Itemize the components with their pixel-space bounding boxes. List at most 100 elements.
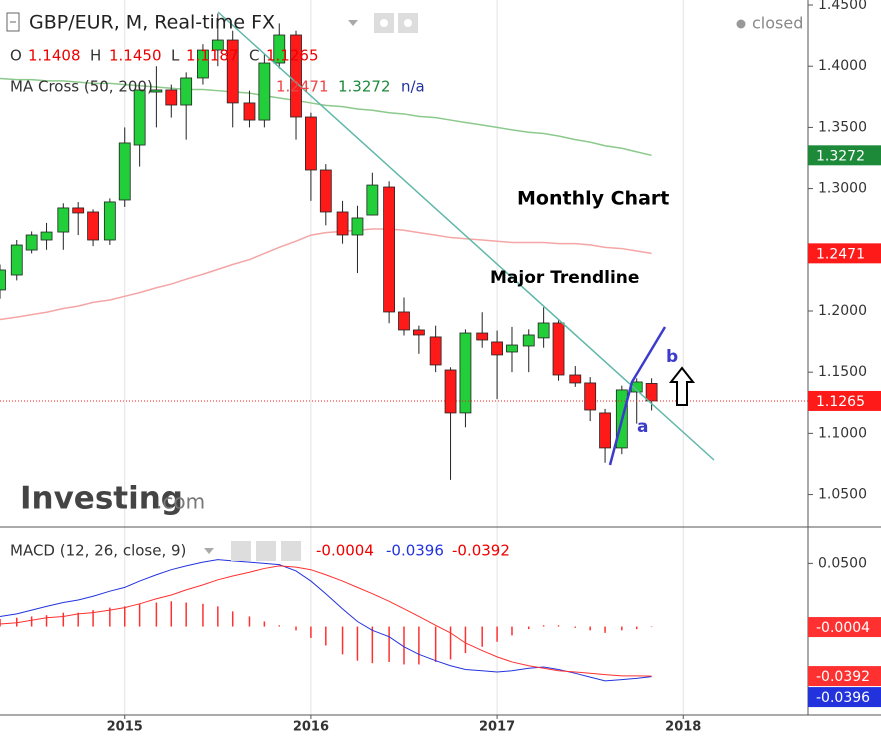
- price-tag: [808, 145, 881, 166]
- price-tag-label: -0.0396: [816, 690, 870, 706]
- histogram-bar: [496, 626, 498, 642]
- macd-panel: [0, 559, 653, 682]
- up-arrow: [668, 366, 696, 406]
- candle-body: [57, 207, 70, 233]
- status: closed: [752, 14, 803, 33]
- y-tick-label: 1.2000: [818, 303, 867, 319]
- candle-body: [412, 329, 425, 336]
- watermark: Investing: [20, 481, 183, 517]
- histogram-bar: [341, 626, 344, 655]
- price-tag: [808, 666, 881, 687]
- x-tick-label: 2017: [479, 720, 515, 735]
- histogram-bar: [217, 606, 219, 627]
- candle-body: [103, 201, 116, 241]
- candle-body: [180, 77, 193, 106]
- eye-icon: [380, 19, 388, 27]
- candle-body: [459, 332, 472, 414]
- candle-body: [506, 344, 518, 353]
- histogram-bar: [138, 603, 141, 627]
- histogram-bar: [278, 625, 281, 627]
- y-tick-label: 1.0500: [818, 487, 867, 503]
- histogram-bar: [557, 625, 560, 627]
- y-tick-label: 1.4500: [818, 0, 867, 13]
- status-dot: [736, 19, 746, 29]
- histogram-bar: [30, 616, 33, 627]
- candle-body: [258, 62, 271, 121]
- settings-icon: [404, 19, 412, 27]
- dropdown-icon[interactable]: [204, 548, 214, 554]
- ohlc-value: 1.1265: [266, 47, 319, 65]
- candle-body: [366, 184, 379, 216]
- close-icon[interactable]: [281, 541, 301, 561]
- watermark: .com: [156, 490, 205, 514]
- histogram-bar: [16, 617, 18, 627]
- histogram-bar: [295, 626, 297, 631]
- eye-icon[interactable]: [231, 541, 251, 561]
- histogram-bar: [77, 612, 79, 627]
- candle-body: [398, 311, 410, 331]
- candle-body: [476, 332, 489, 341]
- candle-body: [305, 116, 317, 171]
- histogram-bar: [589, 626, 591, 631]
- candle-body: [491, 341, 503, 356]
- y-tick-label: 1.1000: [818, 425, 867, 441]
- candle-body: [645, 383, 658, 402]
- histogram-bar: [202, 603, 204, 627]
- ohlc-label: O: [10, 47, 22, 65]
- macd-value: -0.0392: [452, 542, 510, 560]
- indicator-value: 1.3272: [338, 78, 391, 96]
- x-tick-label: 2015: [107, 720, 143, 735]
- candle-body: [197, 49, 209, 79]
- candle-body: [584, 382, 597, 411]
- candle-body: [25, 234, 38, 251]
- candle-body: [243, 102, 256, 121]
- candle-body: [522, 334, 535, 347]
- candle-body: [150, 89, 163, 93]
- candle-body: [552, 322, 565, 376]
- y-tick-label: 1.4000: [818, 58, 867, 74]
- price-tag-label: 1.3272: [816, 148, 865, 164]
- histogram-bar: [62, 612, 65, 627]
- ohlc-label: L: [171, 47, 180, 65]
- histogram-bar: [434, 626, 437, 662]
- axes: 2015 2016 2017 2018 1.0500 1.1000 1.1500 1.2000…: [107, 0, 881, 735]
- price-tag-label: -0.0392: [816, 669, 870, 685]
- histogram-bar: [248, 616, 251, 627]
- price-tag: [808, 687, 881, 708]
- candle-body: [72, 207, 85, 214]
- histogram-bar: [371, 626, 374, 664]
- ohlc-label: C: [249, 47, 259, 65]
- histogram-bar: [635, 626, 638, 630]
- candle-body: [537, 322, 550, 339]
- macd-value: -0.0004: [316, 542, 374, 560]
- histogram-bar: [418, 626, 420, 665]
- candle-body: [10, 244, 23, 276]
- price-tag: [808, 617, 881, 638]
- ohlc-value: 1.1187: [186, 47, 239, 65]
- indicator-value: n/a: [401, 78, 425, 96]
- indicator-title: MA Cross (50, 200): [10, 78, 153, 96]
- histogram-bar: [449, 626, 452, 660]
- y-tick-label: 1.3500: [818, 119, 867, 135]
- candle-body: [569, 374, 582, 384]
- candle-body: [226, 39, 239, 104]
- candle-body: [133, 89, 146, 146]
- candle-body: [351, 217, 364, 236]
- histogram-bar: [155, 602, 158, 627]
- candle-body: [319, 169, 332, 213]
- histogram-bar: [481, 626, 483, 647]
- candle-body: [40, 231, 53, 241]
- indicator-value: 1.2471: [276, 78, 329, 96]
- histogram-bar: [388, 626, 390, 662]
- candle-body: [118, 142, 131, 201]
- histogram-bar: [185, 602, 187, 627]
- histogram-bar: [170, 601, 173, 627]
- candle-body: [211, 39, 224, 51]
- dropdown-icon[interactable]: [348, 20, 358, 26]
- moving-average: [0, 77, 652, 157]
- settings-icon[interactable]: [256, 541, 276, 561]
- histogram-bar: [109, 607, 111, 627]
- wave-line: [630, 326, 667, 383]
- price-tag-label: -0.0004: [816, 620, 870, 636]
